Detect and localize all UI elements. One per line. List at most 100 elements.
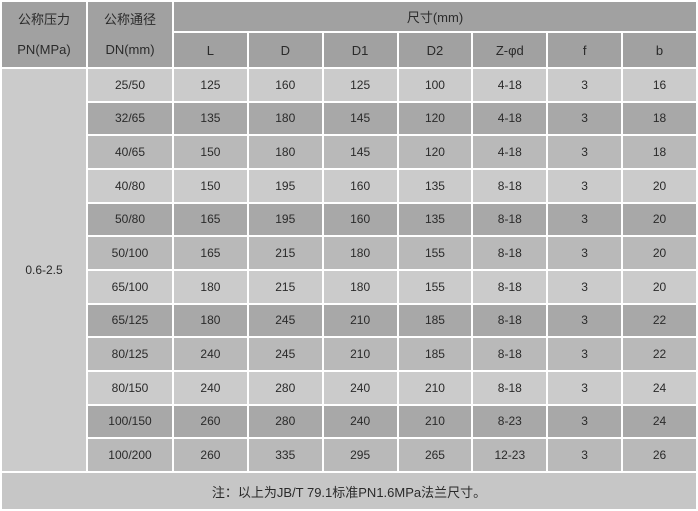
table-row: 100/200 260 335 295 265 12-23 3 26	[2, 439, 696, 471]
dim-cell-D: 280	[248, 371, 322, 404]
dim-cell-D: 215	[248, 270, 322, 303]
dim-cell-D1: 145	[323, 136, 397, 168]
dim-cell-D: 245	[248, 338, 322, 370]
dim-cell-Zd: 8-18	[473, 304, 547, 337]
dim-cell-L: 180	[174, 304, 247, 337]
col-header-D2: D2	[398, 33, 472, 67]
dim-cell-D2: 185	[398, 304, 472, 337]
dn-cell: 100/150	[88, 405, 172, 438]
dim-cell-D1: 240	[323, 371, 397, 404]
dim-cell-f: 3	[548, 102, 622, 135]
table-row: 65/100 180 215 180 155 8-18 3 20	[2, 270, 696, 303]
dim-cell-L: 240	[174, 338, 247, 370]
pn-header-cell: 公称压力 PN(MPa)	[2, 2, 86, 67]
dim-cell-D: 160	[248, 69, 322, 101]
dim-cell-Zd: 8-23	[473, 405, 547, 438]
dim-cell-b: 16	[623, 69, 696, 101]
dim-cell-D2: 265	[398, 439, 472, 471]
dim-cell-L: 125	[174, 69, 247, 101]
pn-header-label-unit: PN(MPa)	[17, 42, 71, 57]
col-header-L: L	[174, 33, 247, 67]
table-row: 80/125 240 245 210 185 8-18 3 22	[2, 338, 696, 370]
dim-cell-Zd: 8-18	[473, 169, 547, 202]
dim-cell-b: 20	[623, 270, 696, 303]
dim-cell-b: 22	[623, 304, 696, 337]
dim-cell-b: 18	[623, 136, 696, 168]
dn-cell: 100/200	[88, 439, 172, 471]
dim-cell-D: 335	[248, 439, 322, 471]
table-row: 0.6-2.5 25/50 125 160 125 100 4-18 3 16	[2, 69, 696, 471]
dim-cell-D: 280	[248, 405, 322, 438]
dim-cell-Zd: 8-18	[473, 237, 547, 269]
dn-cell: 25/50	[88, 69, 172, 101]
dim-cell-L: 260	[174, 405, 247, 438]
dim-cell-D2: 100	[398, 69, 472, 101]
dim-cell-f: 3	[548, 338, 622, 370]
dim-cell-D1: 180	[323, 237, 397, 269]
col-header-Zd: Z-φd	[473, 33, 547, 67]
dn-cell: 80/125	[88, 338, 172, 370]
dn-header-cell: 公称通径 DN(mm)	[88, 2, 172, 67]
table-body: 0.6-2.5 25/50 125 160 125 100 4-18 3 16 3…	[2, 69, 696, 471]
dim-cell-D2: 210	[398, 405, 472, 438]
dim-cell-f: 3	[548, 371, 622, 404]
dn-cell: 40/80	[88, 169, 172, 202]
dim-cell-Zd: 8-18	[473, 270, 547, 303]
table-row: 80/150 240 280 240 210 8-18 3 24	[2, 371, 696, 404]
header-row-1: 公称压力 PN(MPa) 公称通径 DN(mm) 尺寸(mm)	[2, 2, 696, 67]
dn-header-label-unit: DN(mm)	[105, 42, 155, 57]
dim-cell-D1: 240	[323, 405, 397, 438]
dim-cell-f: 3	[548, 136, 622, 168]
dim-cell-f: 3	[548, 304, 622, 337]
dn-header-label-cn: 公称通径	[103, 12, 156, 27]
dim-cell-L: 150	[174, 169, 247, 202]
col-header-f: f	[548, 33, 622, 67]
header-row-2: L D D1 D2 Z-φd f b	[2, 33, 696, 67]
dim-cell-b: 18	[623, 102, 696, 135]
dim-cell-L: 165	[174, 237, 247, 269]
pn-header-label-cn: 公称压力	[17, 12, 70, 27]
table-row: 40/65 150 180 145 120 4-18 3 18	[2, 136, 696, 168]
dim-cell-D: 180	[248, 102, 322, 135]
dim-cell-f: 3	[548, 69, 622, 101]
footer-row: 注：以上为JB/T 79.1标准PN1.6MPa法兰尺寸。	[2, 473, 696, 509]
dim-cell-b: 22	[623, 338, 696, 370]
dim-cell-f: 3	[548, 237, 622, 269]
dim-cell-f: 3	[548, 405, 622, 438]
dim-cell-Zd: 8-18	[473, 338, 547, 370]
dim-cell-D1: 210	[323, 338, 397, 370]
col-header-D: D	[248, 33, 322, 67]
dim-cell-b: 20	[623, 169, 696, 202]
dim-cell-D1: 125	[323, 69, 397, 101]
dim-cell-Zd: 12-23	[473, 439, 547, 471]
table-row: 32/65 135 180 145 120 4-18 3 18	[2, 102, 696, 135]
dim-cell-Zd: 8-18	[473, 203, 547, 236]
dim-cell-D2: 120	[398, 136, 472, 168]
dim-cell-b: 20	[623, 237, 696, 269]
dn-cell: 65/100	[88, 270, 172, 303]
dim-cell-Zd: 4-18	[473, 69, 547, 101]
dim-cell-L: 180	[174, 270, 247, 303]
dim-cell-D: 215	[248, 237, 322, 269]
dim-cell-D1: 180	[323, 270, 397, 303]
dn-cell: 50/80	[88, 203, 172, 236]
dn-cell: 80/150	[88, 371, 172, 404]
dim-cell-b: 24	[623, 405, 696, 438]
dim-cell-D2: 135	[398, 203, 472, 236]
col-header-b: b	[623, 33, 696, 67]
dn-cell: 50/100	[88, 237, 172, 269]
dim-cell-D1: 295	[323, 439, 397, 471]
dim-cell-L: 260	[174, 439, 247, 471]
dim-cell-D1: 160	[323, 169, 397, 202]
dim-cell-b: 20	[623, 203, 696, 236]
dim-cell-D: 180	[248, 136, 322, 168]
dim-cell-D2: 155	[398, 270, 472, 303]
dn-cell: 65/125	[88, 304, 172, 337]
dim-cell-D: 245	[248, 304, 322, 337]
dim-cell-D2: 120	[398, 102, 472, 135]
dim-cell-L: 150	[174, 136, 247, 168]
dim-cell-f: 3	[548, 169, 622, 202]
dn-cell: 32/65	[88, 102, 172, 135]
table-row: 40/80 150 195 160 135 8-18 3 20	[2, 169, 696, 202]
